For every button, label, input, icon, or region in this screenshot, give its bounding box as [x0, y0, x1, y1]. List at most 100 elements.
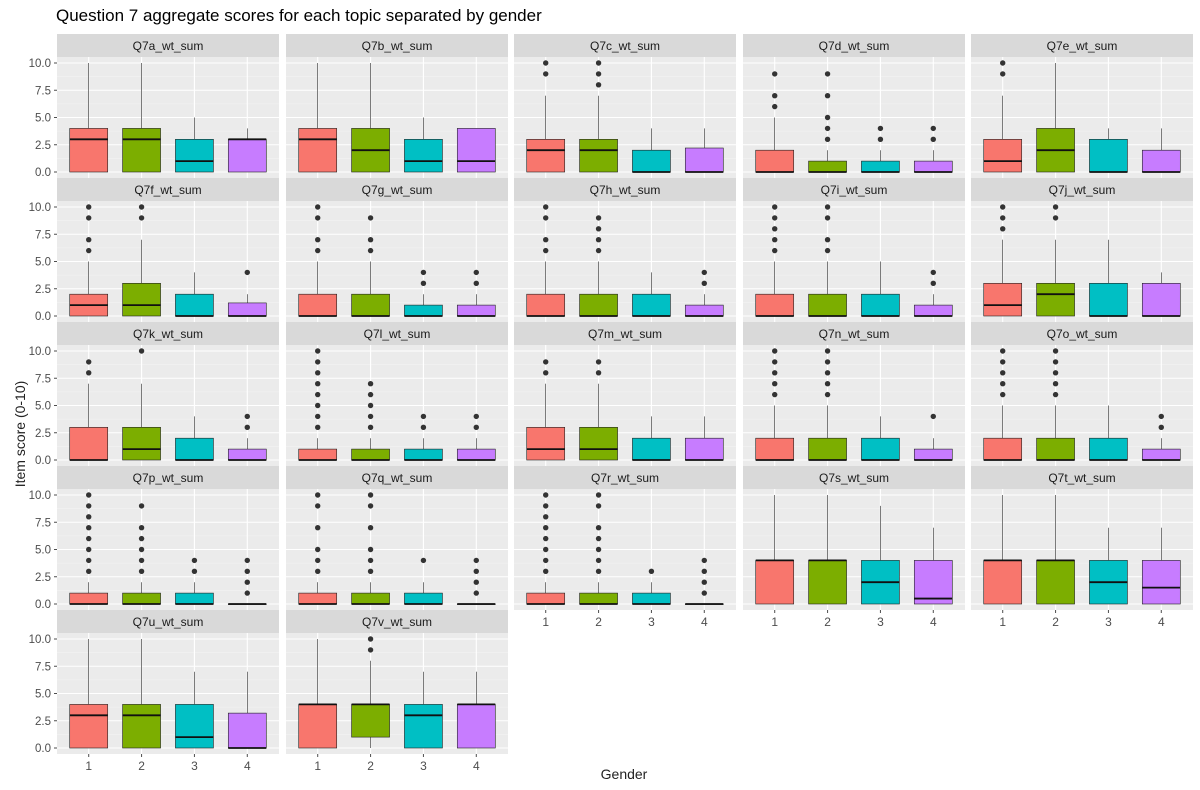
outlier-point [473, 590, 479, 596]
outlier-point [543, 568, 549, 574]
outlier-point [367, 413, 374, 420]
box [298, 128, 338, 173]
facet-label: Q7m_wt_sum [588, 327, 662, 341]
panel-Q7g_wt_sum: Q7g_wt_sum [286, 178, 508, 322]
x-tick-label: 4 [244, 759, 251, 773]
box [298, 293, 338, 317]
y-tick-label: 7.5 [35, 517, 51, 529]
outlier-point [367, 237, 374, 243]
box [684, 147, 724, 173]
box [983, 560, 1023, 605]
outlier-point [595, 71, 602, 77]
y-tick-label: 7.5 [35, 85, 51, 97]
outlier-point [543, 359, 549, 365]
x-tick-label: 2 [367, 759, 374, 773]
outlier-point [543, 71, 549, 77]
box [861, 160, 900, 173]
outlier-point [595, 546, 602, 553]
outlier-point [772, 204, 778, 210]
panel-Q7n_wt_sum: Q7n_wt_sum [743, 322, 965, 466]
outlier-point [138, 215, 145, 221]
outlier-point [138, 568, 145, 574]
panel-Q7k_wt_sum: Q7k_wt_sum 0.0 2.5 5.0 7.5 10.0 [29, 322, 279, 467]
box [404, 139, 443, 173]
outlier-point [824, 114, 831, 121]
facet-label: Q7g_wt_sum [362, 183, 433, 197]
facet-strip [971, 178, 1193, 201]
box [351, 293, 390, 317]
facet-label: Q7h_wt_sum [590, 183, 661, 197]
outlier-point [595, 82, 602, 88]
outlier-point [367, 381, 374, 387]
chart-title: Question 7 aggregate scores for each top… [56, 6, 542, 25]
box [579, 293, 618, 317]
outlier-point [595, 359, 602, 365]
facet-label: Q7e_wt_sum [1047, 39, 1118, 53]
outlier-point [1000, 370, 1006, 376]
box [122, 704, 161, 749]
y-tick-label: 0.0 [35, 599, 51, 611]
outlier-point [367, 636, 374, 642]
outlier-point [930, 269, 936, 276]
facet-strip [57, 322, 279, 345]
outlier-point [595, 568, 602, 574]
facet-strip [971, 322, 1193, 345]
outlier-point [1000, 71, 1006, 77]
outlier-point [244, 590, 250, 596]
outlier-point [473, 269, 479, 276]
facet-label: Q7a_wt_sum [133, 39, 204, 53]
panel-Q7q_wt_sum: Q7q_wt_sum [286, 466, 508, 610]
outlier-point [543, 492, 549, 498]
y-tick-label: 5.0 [35, 401, 51, 413]
facet-label: Q7d_wt_sum [819, 39, 890, 53]
outlier-point [824, 359, 831, 365]
box [1141, 282, 1181, 317]
x-tick-label: 3 [420, 759, 427, 773]
outlier-point [930, 125, 936, 132]
outlier-point [86, 568, 92, 574]
facet-strip [57, 34, 279, 57]
box [755, 149, 795, 173]
outlier-point [420, 557, 427, 564]
outlier-point [824, 93, 831, 99]
outlier-point [543, 514, 549, 520]
outlier-point [367, 215, 374, 221]
box [298, 704, 338, 749]
outlier-point [1000, 226, 1006, 232]
outlier-point [367, 247, 374, 254]
outlier-point [772, 215, 778, 221]
box [175, 293, 214, 317]
y-tick-label: 10.0 [29, 346, 51, 358]
outlier-point [1052, 359, 1059, 365]
facet-strip [286, 466, 508, 489]
outlier-point [1052, 215, 1059, 221]
facet-label: Q7j_wt_sum [1049, 183, 1116, 197]
outlier-point [315, 370, 321, 376]
outlier-point [595, 370, 602, 376]
box [808, 437, 847, 461]
outlier-point [86, 525, 92, 531]
panel-Q7c_wt_sum: Q7c_wt_sum [514, 34, 736, 178]
outlier-point [595, 525, 602, 531]
facet-label: Q7s_wt_sum [819, 471, 889, 485]
facet-label: Q7u_wt_sum [133, 615, 204, 629]
outlier-point [1052, 381, 1059, 387]
facet-label: Q7n_wt_sum [819, 327, 890, 341]
outlier-point [543, 215, 549, 221]
box [351, 704, 390, 738]
x-tick-label: 1 [771, 615, 778, 629]
outlier-point [772, 370, 778, 376]
x-tick-label: 4 [701, 615, 708, 629]
panel-Q7a_wt_sum: Q7a_wt_sum 0.0 2.5 5.0 7.5 10.0 [29, 34, 279, 179]
outlier-point [824, 381, 831, 387]
outlier-point [244, 568, 250, 574]
box [69, 592, 109, 605]
facet-label: Q7p_wt_sum [133, 471, 204, 485]
outlier-point [138, 503, 145, 509]
box [175, 592, 214, 605]
x-tick-label: 3 [191, 759, 198, 773]
outlier-point [367, 391, 374, 398]
outlier-point [191, 557, 198, 564]
box [913, 560, 953, 605]
